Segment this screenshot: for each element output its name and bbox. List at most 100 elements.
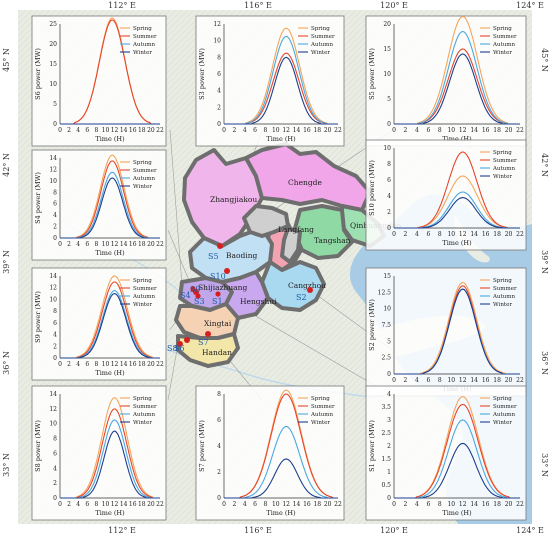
y-tick-label: 15	[383, 273, 391, 280]
y-tick-label: 0	[217, 121, 221, 128]
x-tick-label: 4	[76, 361, 80, 368]
lon-label-top: 116° E	[244, 1, 272, 10]
series-line-summer	[60, 19, 160, 125]
lat-label-left: 42° N	[2, 153, 11, 177]
x-tick-label: 12	[282, 127, 290, 134]
site-marker-s1[interactable]	[215, 291, 221, 297]
x-tick-label: 10	[447, 231, 455, 238]
y-tick-label: 2	[387, 209, 391, 216]
legend-label: Spring	[493, 396, 512, 402]
x-tick-label: 0	[392, 231, 396, 238]
x-tick-label: 14	[470, 501, 478, 508]
x-tick-label: 10	[272, 501, 280, 508]
x-tick-label: 0	[58, 361, 62, 368]
site-marker-s6[interactable]	[184, 337, 190, 343]
x-tick-label: 18	[138, 241, 146, 248]
site-marker-s8[interactable]	[177, 341, 183, 347]
lat-label-left: 33° N	[2, 453, 11, 477]
site-marker-s2[interactable]	[307, 287, 313, 293]
x-tick-label: 8	[438, 501, 442, 508]
legend-label: Spring	[493, 150, 512, 156]
x-tick-label: 12	[111, 127, 119, 134]
y-tick-label: 0	[387, 225, 391, 232]
site-markers	[177, 243, 313, 347]
lon-label-bottom: 112° E	[108, 526, 136, 535]
legend-label: Summer	[133, 404, 157, 410]
legend-label: Spring	[493, 278, 512, 284]
x-tick-label: 20	[147, 501, 155, 508]
y-axis-label: S4 power (MW)	[34, 172, 42, 224]
y-tick-label: 8	[387, 161, 391, 168]
x-tick-label: 20	[505, 377, 513, 384]
site-marker-s4[interactable]	[190, 286, 196, 292]
x-axis-label: Time (H)	[95, 369, 125, 377]
legend-label: Winter	[133, 420, 152, 426]
x-axis-label: Time (H)	[442, 135, 472, 143]
x-tick-label: 22	[156, 241, 164, 248]
x-tick-label: 2	[404, 127, 408, 134]
x-tick-label: 4	[415, 501, 419, 508]
y-tick-label: 2	[217, 104, 221, 111]
y-tick-label: 14	[49, 391, 57, 398]
legend-label: Winter	[311, 420, 330, 426]
region-handan	[176, 332, 240, 368]
x-tick-label: 6	[85, 241, 89, 248]
x-tick-label: 14	[293, 127, 301, 134]
x-tick-label: 0	[222, 501, 226, 508]
site-marker-s9[interactable]	[195, 293, 201, 299]
lon-label-bottom: 116° E	[244, 526, 272, 535]
y-tick-label: 2	[217, 469, 221, 476]
y-tick-label: 2	[53, 224, 57, 231]
hebei-province	[174, 142, 386, 368]
y-tick-label: 10	[49, 296, 57, 303]
x-tick-label: 20	[147, 127, 155, 134]
x-tick-label: 10	[447, 377, 455, 384]
x-axis-label: Time (H)	[95, 135, 125, 143]
y-tick-label: 5	[53, 101, 57, 108]
legend-label: Spring	[133, 160, 152, 166]
y-tick-label: 10	[213, 38, 221, 45]
y-tick-label: 0	[387, 495, 391, 502]
x-tick-label: 16	[129, 127, 137, 134]
x-tick-label: 2	[404, 501, 408, 508]
site-label-s5: S5	[208, 252, 219, 261]
y-tick-label: 10	[49, 178, 57, 185]
y-tick-label: 3	[387, 417, 391, 424]
y-tick-label: 15	[383, 46, 391, 53]
y-axis-label: S3 power (MW)	[198, 48, 206, 100]
x-tick-label: 0	[392, 377, 396, 384]
x-tick-label: 6	[85, 501, 89, 508]
y-tick-label: 1	[387, 469, 391, 476]
y-tick-label: 8	[53, 308, 57, 315]
legend-label: Summer	[493, 34, 517, 40]
site-label-s2: S2	[296, 293, 307, 302]
y-tick-label: 4	[387, 193, 391, 200]
site-marker-s10[interactable]	[224, 268, 230, 274]
tianjin-enclave	[280, 226, 302, 264]
legend-label: Winter	[493, 420, 512, 426]
x-tick-label: 16	[482, 501, 490, 508]
site-marker-s7[interactable]	[205, 331, 211, 337]
y-tick-label: 5	[387, 96, 391, 103]
city-label-hengshui: Hengshui	[240, 297, 277, 306]
series-line-winter	[394, 288, 520, 375]
x-tick-label: 14	[120, 361, 128, 368]
y-tick-label: 0	[217, 495, 221, 502]
y-tick-label: 4	[387, 391, 391, 398]
legend-label: Summer	[311, 34, 335, 40]
x-tick-label: 20	[324, 501, 332, 508]
lat-label-right: 45° N	[540, 48, 549, 72]
x-tick-label: 16	[129, 361, 137, 368]
x-tick-label: 16	[129, 241, 137, 248]
y-tick-label: 0	[53, 121, 57, 128]
x-tick-label: 0	[58, 127, 62, 134]
site-label-s7: S7	[198, 338, 209, 347]
site-marker-s5[interactable]	[217, 243, 223, 249]
x-tick-label: 14	[293, 501, 301, 508]
x-axis-label: Time (H)	[266, 509, 296, 517]
y-tick-label: 0	[387, 371, 391, 378]
